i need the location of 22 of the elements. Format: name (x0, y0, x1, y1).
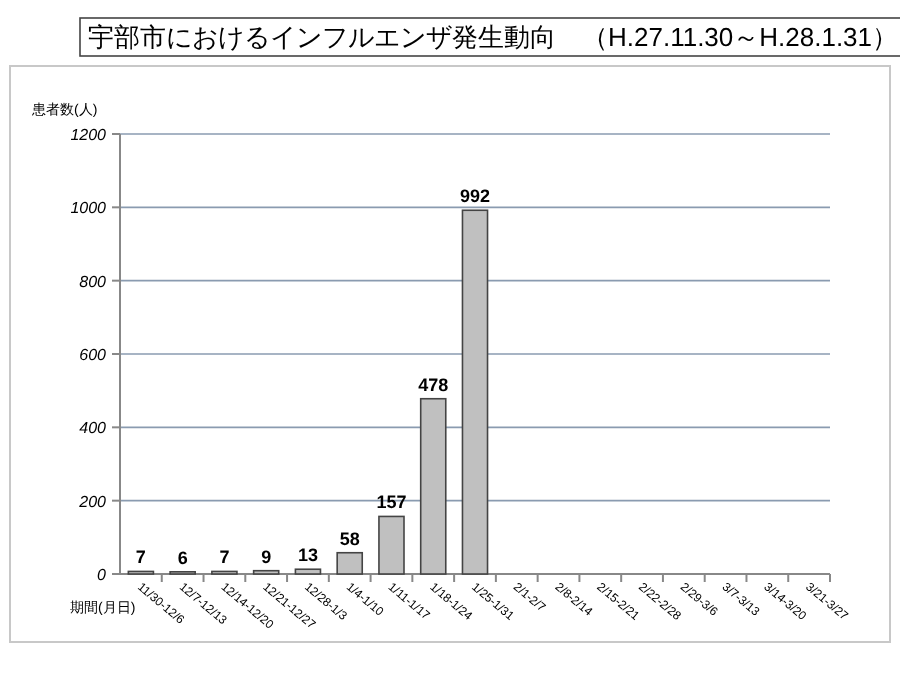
y-tick-label: 800 (79, 272, 108, 291)
y-tick-label: 400 (79, 419, 108, 438)
data-label: 7 (219, 547, 230, 568)
y-tick-label: 1200 (70, 126, 108, 144)
y-tick-label: 600 (79, 346, 108, 364)
data-label: 13 (297, 545, 318, 566)
data-label: 992 (459, 186, 491, 207)
data-label: 478 (418, 374, 449, 395)
bar (378, 515, 405, 575)
y-tick-label: 200 (77, 492, 108, 511)
chart-title: 宇部市におけるインフルエンザ発生動向 （H.27.11.30～H.28.1.31） (88, 22, 899, 52)
data-label: 7 (135, 547, 146, 568)
data-label: 6 (177, 547, 188, 568)
data-label: 9 (261, 546, 272, 567)
data-label: 157 (376, 492, 407, 513)
bar (294, 568, 322, 575)
bar (419, 397, 447, 575)
bar (461, 209, 489, 575)
bar (336, 551, 364, 575)
data-label: 58 (339, 528, 360, 549)
y-tick-label: 0 (97, 566, 108, 584)
y-tick-label: 1000 (70, 199, 108, 218)
